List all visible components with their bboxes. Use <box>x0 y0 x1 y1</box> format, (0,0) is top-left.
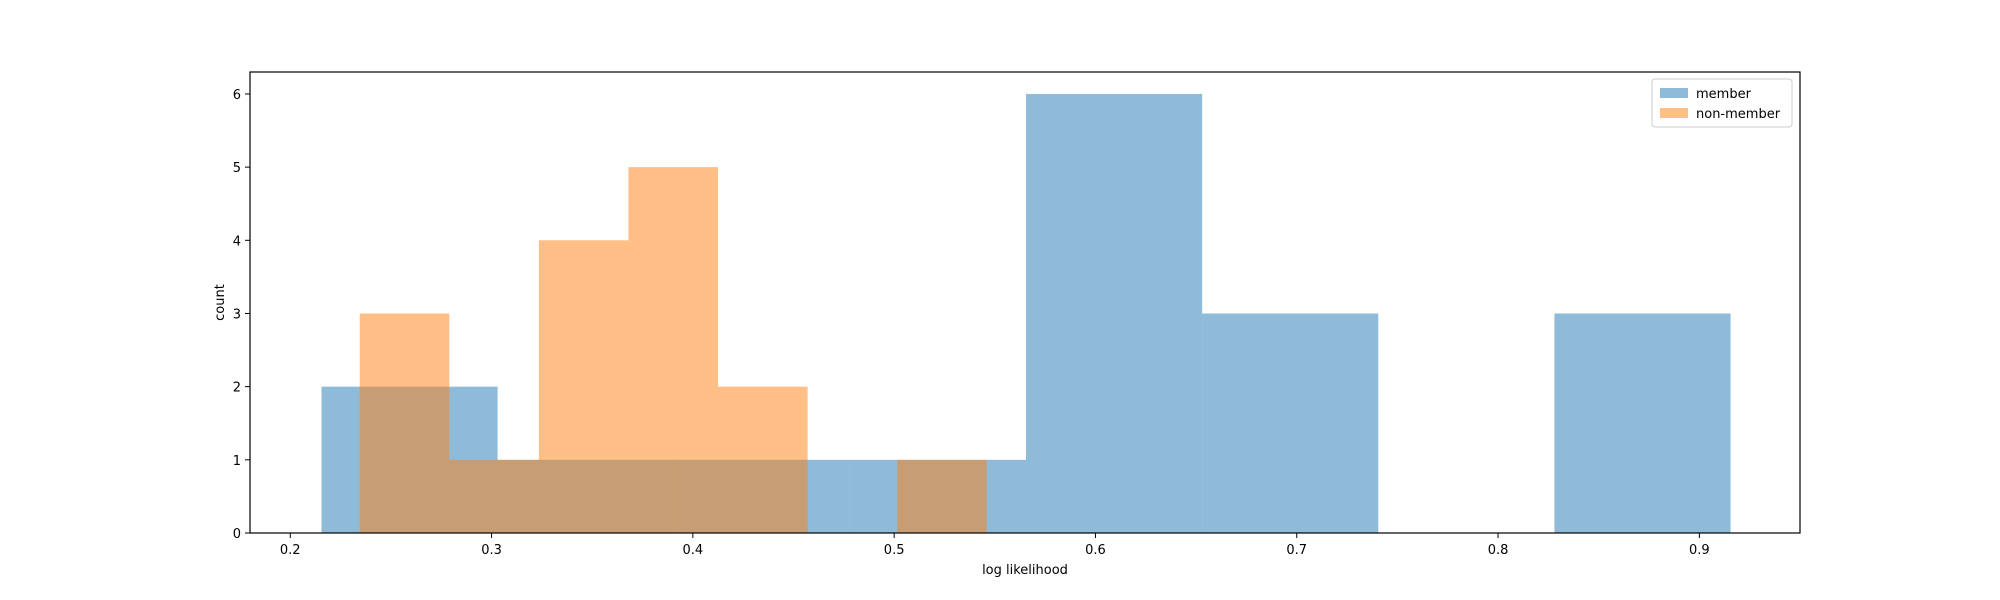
x-tick-label: 0.6 <box>1085 543 1106 558</box>
plot-area-frame <box>249 71 1801 534</box>
histogram-bar-member-4 <box>1026 93 1203 533</box>
y-tick-label: 1 <box>233 454 241 469</box>
histogram-bar-non-member-6 <box>897 459 987 533</box>
y-tick-label: 2 <box>233 381 241 396</box>
legend-label-member: member <box>1696 87 1752 102</box>
histogram-bar-non-member-4 <box>718 386 808 533</box>
x-tick-label: 0.8 <box>1488 543 1509 558</box>
x-tick-label: 0.7 <box>1286 543 1307 558</box>
y-tick-label: 3 <box>233 307 241 322</box>
y-tick-label: 0 <box>233 527 241 542</box>
histogram-bar-non-member-3 <box>628 167 719 533</box>
histogram-bar-member-5 <box>1202 313 1379 533</box>
y-tick-label: 5 <box>233 161 241 176</box>
histogram-bar-non-member-2 <box>538 240 629 534</box>
histogram-bar-non-member-1 <box>449 459 539 533</box>
y-axis-label: count <box>213 284 228 321</box>
legend-swatch-non-member <box>1660 108 1688 118</box>
x-tick-label: 0.2 <box>280 543 301 558</box>
x-tick-label: 0.5 <box>884 543 905 558</box>
legend-swatch-member <box>1660 88 1688 98</box>
legend: member non-member <box>1651 78 1793 128</box>
x-tick-label: 0.4 <box>683 543 704 558</box>
y-axis-ticks: 0 1 2 3 4 5 6 <box>233 88 250 542</box>
x-tick-label: 0.3 <box>481 543 502 558</box>
x-axis-label: log likelihood <box>982 563 1068 578</box>
x-tick-label: 0.9 <box>1689 543 1710 558</box>
bars-layer <box>321 93 1731 534</box>
y-tick-label: 6 <box>233 88 241 103</box>
x-axis-ticks: 0.2 0.3 0.4 0.5 0.6 0.7 0.8 0.9 <box>280 533 1710 558</box>
histogram-bar-member-7 <box>1554 313 1731 533</box>
legend-label-non-member: non-member <box>1696 107 1781 122</box>
y-tick-label: 4 <box>233 234 241 249</box>
histogram-bar-non-member-0 <box>359 313 450 533</box>
